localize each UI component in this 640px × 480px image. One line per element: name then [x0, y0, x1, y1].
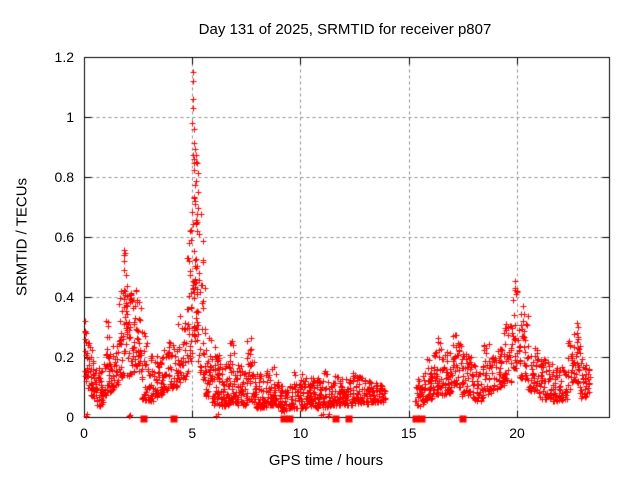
x-tick-label: 10: [292, 425, 309, 441]
y-tick-label: 0.6: [54, 229, 74, 245]
y-tick-label: 0.2: [54, 349, 74, 365]
y-tick-label: 0.8: [54, 169, 74, 185]
x-axis-label: GPS time / hours: [268, 452, 384, 469]
y-tick-label: 0.4: [54, 289, 74, 305]
x-tick-label: 5: [188, 425, 197, 441]
x-tick-label: 0: [80, 425, 88, 441]
chart-title: Day 131 of 2025, SRMTID for receiver p80…: [198, 21, 492, 38]
y-tick-label: 0: [66, 409, 74, 425]
y-tick-label: 1: [66, 109, 74, 125]
y-axis-label: SRMTID / TECUs: [13, 177, 31, 297]
x-tick-label: 20: [509, 425, 525, 441]
x-tick-label: 15: [400, 425, 417, 441]
y-tick-label: 1.2: [54, 49, 74, 65]
